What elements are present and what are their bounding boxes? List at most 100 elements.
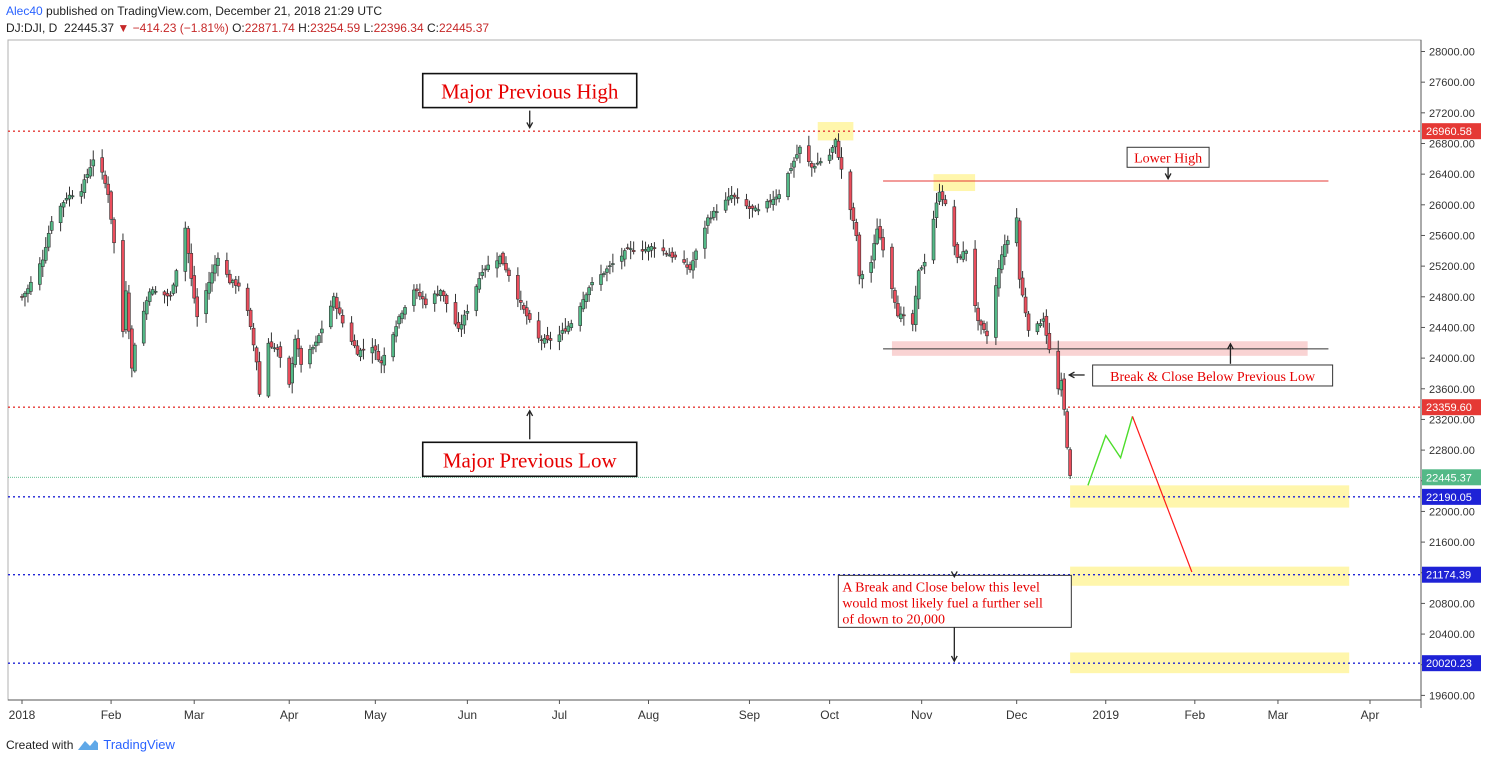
candle-body (890, 246, 894, 290)
candle-body (432, 293, 437, 304)
price-label: 22190.05 (1426, 492, 1472, 504)
sell-note-box (837, 574, 1072, 628)
candle-body (1062, 378, 1066, 410)
candle-body (812, 166, 817, 169)
candle-body (435, 293, 440, 296)
candle-body (631, 250, 636, 252)
candle-body (293, 338, 297, 365)
x-tick-label: Mar (1268, 708, 1289, 722)
candle-body (418, 292, 422, 297)
tradingview-logo-icon (78, 740, 99, 750)
candle-body (49, 221, 54, 231)
down-triangle-icon: ▼ (117, 21, 130, 35)
candle-body (860, 274, 865, 280)
candle-body (667, 254, 672, 257)
x-tick-label: Apr (1361, 708, 1380, 722)
candle-body (112, 219, 116, 244)
candle-body (652, 247, 657, 249)
candle-body (1002, 244, 1007, 257)
candle-body (278, 346, 283, 358)
candle-body (133, 344, 137, 372)
x-tick-label: 2019 (1092, 708, 1119, 722)
candle-body (100, 157, 104, 173)
candle-body (507, 269, 511, 276)
candle-body (985, 330, 989, 337)
candle-body (38, 263, 42, 285)
break-close-box (1092, 364, 1334, 387)
major-high-arrow-head (526, 122, 534, 130)
candle-body (869, 262, 873, 273)
y-tick-label: 27200.00 (1429, 108, 1475, 120)
candle-body (1005, 240, 1010, 245)
open-label: O: (232, 21, 245, 35)
footer: Created with TradingView (6, 737, 175, 752)
x-tick-label: Mar (184, 708, 205, 722)
candle-body (397, 316, 401, 325)
candle-body (1044, 315, 1049, 336)
candle-body (189, 253, 194, 279)
candle-body (976, 307, 980, 322)
candle-body (251, 327, 256, 346)
candle-body (827, 154, 832, 161)
x-tick-label: Dec (1006, 708, 1027, 722)
sell-note-line: would most likely fuel a further sell (842, 596, 1043, 611)
y-tick-label: 26400.00 (1429, 169, 1475, 181)
candle-body (1065, 411, 1069, 448)
candle-body (85, 174, 90, 178)
y-tick-label: 24800.00 (1429, 292, 1475, 304)
candle-body (726, 196, 731, 201)
candle-body (643, 249, 648, 252)
candle-body (334, 297, 339, 309)
y-tick-label: 22000.00 (1429, 506, 1475, 518)
candle-body (275, 347, 280, 350)
candle-body (296, 338, 300, 350)
candle-body (183, 227, 188, 272)
candle-body (64, 198, 69, 201)
candle-body (723, 199, 728, 211)
candle-body (640, 249, 645, 252)
candle-body (919, 267, 924, 270)
candle-body (848, 171, 853, 211)
candle-body (415, 288, 419, 292)
lower-high-highlight (933, 174, 976, 192)
x-tick-label: Feb (101, 708, 122, 722)
price-label: 22445.37 (1426, 472, 1472, 484)
candle-body (747, 206, 752, 209)
candle-body (328, 305, 333, 328)
candle-body (424, 298, 428, 306)
candle-body (444, 295, 449, 304)
candle-body (563, 328, 568, 332)
tradingview-brand[interactable]: TradingView (103, 737, 175, 752)
candle-body (964, 250, 968, 254)
candle-body (379, 360, 384, 364)
y-tick-label: 21600.00 (1429, 537, 1475, 549)
candle-body (91, 159, 96, 167)
author-link[interactable]: Alec40 (6, 4, 43, 18)
candle-body (516, 275, 520, 300)
candle-body (465, 311, 470, 314)
candle-body (168, 294, 173, 297)
candle-body (961, 251, 966, 260)
lower-high-arrow-head (1164, 173, 1172, 181)
candle-body (527, 313, 532, 320)
candle-body (320, 328, 324, 334)
candle-body (809, 163, 814, 168)
candle-body (106, 183, 110, 195)
high-value: 23254.59 (310, 21, 361, 35)
candle-body (1000, 254, 1004, 270)
x-tick-label: Jun (458, 708, 477, 722)
x-tick-label: Aug (638, 708, 659, 722)
candle-body (896, 303, 900, 317)
candle-body (43, 247, 48, 261)
candle-body (902, 314, 906, 317)
candle-body (495, 260, 499, 269)
candle-body (729, 195, 734, 200)
symbol-label[interactable]: DJ:DJI, D (6, 21, 58, 35)
last-price: 22445.37 (64, 21, 115, 35)
candle-body (483, 268, 487, 271)
price-label: 20020.23 (1426, 658, 1472, 670)
candle-body (337, 307, 342, 314)
candle-body (893, 290, 897, 303)
price-label: 23359.60 (1426, 402, 1472, 414)
